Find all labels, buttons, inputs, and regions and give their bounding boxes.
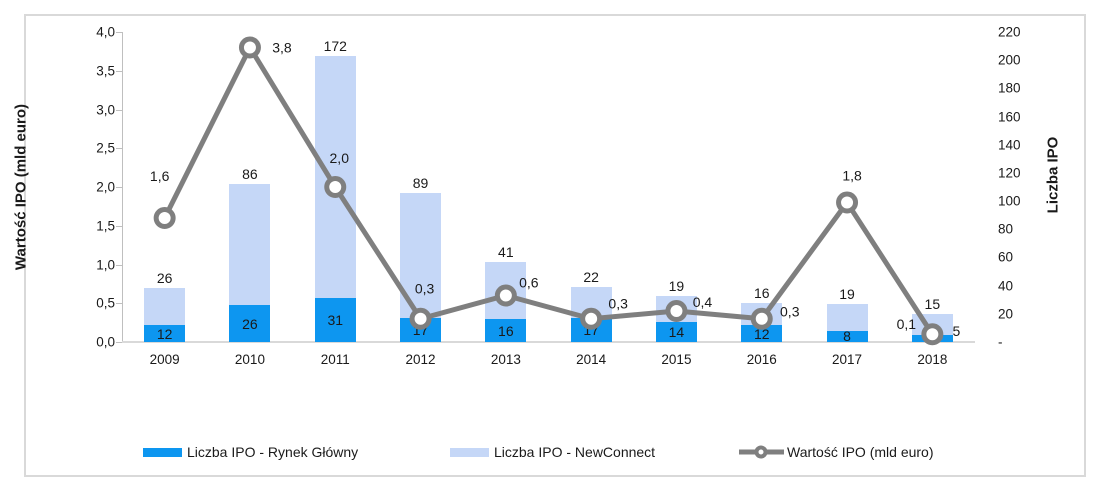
bar-newconnect-label: 16 — [753, 284, 770, 301]
bar-segment-newconnect — [741, 302, 783, 326]
right-axis-tick-label: 100 — [998, 193, 1021, 209]
bar-segment-newconnect — [911, 313, 953, 335]
left-axis-tick-label: 1,0 — [96, 257, 115, 272]
left-axis-tick-mark — [116, 109, 122, 111]
bar-rynek-glowny-label: 14 — [668, 324, 685, 341]
bar-rynek-glowny-label: 31 — [327, 312, 344, 329]
left-axis-tick-mark — [116, 342, 122, 343]
bar-rynek-glowny-label: 26 — [242, 315, 258, 332]
x-axis-label: 2011 — [320, 352, 350, 367]
legend-item-wartosc: Wartość IPO (mld euro) — [738, 444, 934, 460]
left-axis-tick-label: 3,5 — [96, 63, 115, 79]
left-axis-tick-label: 0,0 — [96, 334, 115, 350]
legend-swatch-newconnect-icon — [450, 447, 489, 457]
bar-rynek-glowny-label: 17 — [412, 322, 429, 339]
bar-newconnect-label: 86 — [242, 166, 258, 183]
bar-rynek-glowny-label: 8 — [843, 328, 851, 345]
bar-rynek-glowny-label: 16 — [498, 322, 514, 339]
left-axis-tick-label: 1,5 — [96, 218, 115, 234]
bar-newconnect-label: 172 — [323, 37, 347, 54]
legend-label-rynek-glowny: Liczba IPO - Rynek Główny — [187, 444, 359, 460]
x-axis-label: 2015 — [661, 352, 692, 367]
left-axis-line — [122, 32, 123, 342]
x-axis-label: 2017 — [832, 352, 863, 367]
left-axis-tick-label: 4,0 — [96, 24, 115, 40]
left-axis-tick-label: 0,5 — [96, 295, 115, 311]
left-axis-tick-mark — [116, 264, 122, 266]
bar-rynek-glowny-label: 12 — [753, 325, 770, 342]
bar-rynek-glowny-label: 17 — [583, 322, 599, 339]
right-axis-tick-label: 80 — [998, 221, 1014, 237]
legend-label-wartosc: Wartość IPO (mld euro) — [787, 444, 934, 460]
left-axis-tick-label: 2,5 — [96, 140, 115, 156]
x-axis-label: 2010 — [234, 352, 265, 367]
bar-segment-newconnect — [826, 303, 868, 331]
bar-segment-rynek-glowny — [911, 334, 953, 342]
chart-frame — [24, 14, 1086, 477]
legend-line-marker-icon — [739, 445, 784, 459]
left-axis-tick-mark — [116, 70, 122, 72]
x-axis-label: 2016 — [746, 352, 777, 367]
bar-segment-newconnect — [314, 55, 356, 299]
x-axis-label: 2018 — [917, 352, 948, 367]
right-axis-tick-label: - — [998, 334, 1003, 350]
bar-newconnect-label: 19 — [839, 285, 855, 302]
left-axis-title: Wartość IPO (mld euro) — [12, 103, 30, 271]
legend-item-newconnect: Liczba IPO - NewConnect — [450, 444, 655, 460]
left-axis-tick-mark — [116, 187, 122, 188]
right-axis-tick-label: 200 — [998, 52, 1021, 68]
bar-segment-newconnect — [229, 184, 271, 306]
bar-newconnect-label: 22 — [583, 269, 599, 286]
bar-segment-newconnect — [485, 261, 527, 320]
bar-rynek-glowny-label: 5 — [952, 323, 961, 340]
bar-newconnect-label: 89 — [412, 174, 429, 191]
right-axis-tick-label: 20 — [998, 306, 1014, 322]
x-axis-label: 2009 — [149, 352, 180, 367]
bar-segment-newconnect — [570, 287, 612, 319]
right-axis-tick-label: 180 — [998, 80, 1021, 96]
x-axis-label: 2012 — [405, 352, 436, 367]
x-axis-label: 2014 — [576, 352, 607, 367]
right-axis-tick-label: 160 — [998, 109, 1021, 125]
left-axis-tick-mark — [116, 32, 122, 33]
right-axis-title: Liczba IPO — [1044, 136, 1062, 214]
legend-swatch-rynek-glowny-icon — [143, 447, 182, 457]
bar-rynek-glowny-label: 12 — [156, 325, 173, 342]
x-axis-label: 2013 — [490, 352, 521, 367]
right-axis-tick-label: 60 — [998, 249, 1014, 265]
bar-segment-rynek-glowny — [826, 330, 868, 342]
bar-newconnect-label: 26 — [156, 270, 173, 287]
right-axis-tick-label: 140 — [998, 137, 1021, 153]
bar-newconnect-label: 15 — [924, 295, 941, 312]
x-axis-line — [122, 341, 975, 343]
left-axis-tick-mark — [116, 225, 122, 227]
left-axis-tick-mark — [116, 148, 122, 150]
bar-segment-newconnect — [400, 192, 442, 319]
left-axis-tick-mark — [116, 303, 122, 305]
right-axis-tick-label: 40 — [998, 278, 1014, 294]
left-axis-tick-label: 3,0 — [96, 102, 115, 117]
bar-newconnect-label: 19 — [668, 277, 685, 294]
right-axis-tick-label: 120 — [998, 165, 1021, 181]
right-axis-tick-label: 220 — [998, 24, 1021, 40]
legend-item-rynek-glowny: Liczba IPO - Rynek Główny — [143, 444, 358, 460]
bar-segment-newconnect — [144, 288, 186, 326]
legend-label-newconnect: Liczba IPO - NewConnect — [494, 444, 656, 460]
bar-segment-newconnect — [655, 295, 697, 323]
left-axis-tick-label: 2,0 — [96, 179, 115, 195]
bar-newconnect-label: 41 — [498, 243, 514, 260]
